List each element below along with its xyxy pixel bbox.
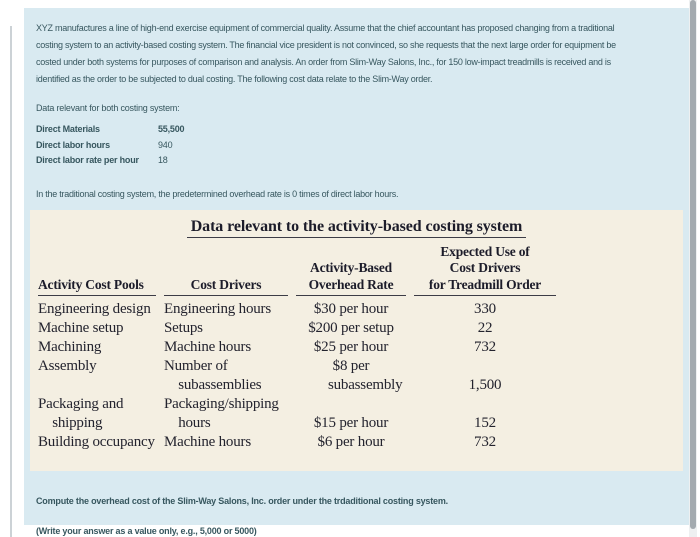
scrollbar-thumb[interactable] bbox=[690, 0, 696, 529]
table-row: Machining Machine hours $25 per hour 732 bbox=[38, 338, 556, 357]
cell-driver: Machine hours bbox=[164, 434, 251, 450]
cost-data-row: Direct labor rate per hour 18 bbox=[36, 153, 677, 169]
table-row: Building occupancy Machine hours $6 per … bbox=[38, 433, 556, 452]
cell-usage: 1,500 bbox=[468, 377, 502, 393]
cell-pool: Machine setup bbox=[38, 320, 124, 336]
cost-data-label: Direct Materials bbox=[36, 124, 100, 134]
table-row: Machine setup Setups $200 per setup 22 bbox=[38, 319, 556, 338]
both-systems-heading: Data relevant for both costing system: bbox=[36, 103, 180, 113]
frame-left-border bbox=[10, 26, 12, 537]
col-header-overhead-rate: Activity-Based Overhead Rate bbox=[296, 244, 406, 296]
cell-driver: Engineering hours bbox=[164, 301, 271, 317]
cell-driver: Packaging/shipping hours bbox=[164, 396, 279, 431]
col-header-activity-cost-pools: Activity Cost Pools bbox=[38, 244, 156, 296]
cell-usage: 22 bbox=[477, 320, 493, 336]
intro-line: costing system to an activity-based cost… bbox=[36, 40, 616, 50]
cell-pool: Assembly bbox=[38, 358, 97, 374]
cell-rate: $25 per hour bbox=[313, 339, 389, 355]
table-row: Assembly Number of subassemblies $8 per … bbox=[38, 357, 556, 395]
question-prompt: Compute the overhead cost of the Slim-Wa… bbox=[36, 495, 448, 506]
cost-data-value: 940 bbox=[158, 139, 173, 150]
cell-usage: 330 bbox=[474, 301, 496, 317]
problem-intro: XYZ manufactures a line of high-end exer… bbox=[36, 20, 677, 88]
intro-line: XYZ manufactures a line of high-end exer… bbox=[36, 23, 615, 33]
cell-rate: $8 per subassembly bbox=[327, 358, 403, 393]
cell-pool: Machining bbox=[38, 339, 102, 355]
abc-header-row: Activity Cost Pools Cost Drivers Activit… bbox=[38, 244, 556, 296]
problem-card: XYZ manufactures a line of high-end exer… bbox=[24, 8, 689, 536]
traditional-costing-note: In the traditional costing system, the p… bbox=[36, 188, 399, 199]
cell-driver: Machine hours bbox=[164, 339, 251, 355]
cost-data-label: Direct labor rate per hour bbox=[36, 155, 139, 165]
cell-rate: $6 per hour bbox=[317, 434, 385, 450]
abc-table: Activity Cost Pools Cost Drivers Activit… bbox=[30, 244, 564, 453]
cell-rate: $30 per hour bbox=[313, 301, 389, 317]
col-header-expected-use: Expected Use of Cost Drivers for Treadmi… bbox=[414, 244, 556, 296]
cost-data-value: 18 bbox=[158, 155, 168, 165]
intro-line: identified as the order to be subjected … bbox=[36, 74, 433, 84]
table-row: Packaging and shipping Packaging/shippin… bbox=[38, 395, 556, 433]
cell-usage: 152 bbox=[474, 415, 496, 431]
cost-data-label: Direct labor hours bbox=[36, 139, 110, 150]
cell-pool: Packaging and shipping bbox=[38, 396, 124, 431]
cell-driver: Number of subassemblies bbox=[164, 358, 262, 393]
cost-data-row: Direct Materials 55,500 bbox=[36, 122, 677, 138]
abc-title-wrap: Data relevant to the activity-based cost… bbox=[30, 218, 683, 238]
intro-line: costed under both systems for purposes o… bbox=[36, 57, 611, 67]
cost-data-value: 55,500 bbox=[158, 124, 185, 134]
cell-usage: 732 bbox=[474, 339, 496, 355]
cell-driver: Setups bbox=[164, 320, 203, 336]
abc-table-title: Data relevant to the activity-based cost… bbox=[186, 218, 527, 238]
answer-format-note: (Write your answer as a value only, e.g.… bbox=[36, 525, 257, 536]
vertical-scrollbar[interactable] bbox=[689, 0, 697, 537]
table-row: Engineering design Engineering hours $30… bbox=[38, 296, 556, 319]
cell-rate: $15 per hour bbox=[313, 415, 389, 431]
cell-pool: Building occupancy bbox=[38, 434, 155, 450]
cost-data-list: Direct Materials 55,500 Direct labor hou… bbox=[36, 122, 677, 169]
cell-rate: $200 per setup bbox=[308, 320, 394, 336]
cost-data-row: Direct labor hours 940 bbox=[36, 138, 677, 154]
cell-pool: Engineering design bbox=[38, 301, 151, 317]
abc-data-panel: Data relevant to the activity-based cost… bbox=[30, 209, 683, 471]
cell-usage: 732 bbox=[474, 434, 496, 450]
col-header-cost-drivers: Cost Drivers bbox=[164, 244, 288, 296]
